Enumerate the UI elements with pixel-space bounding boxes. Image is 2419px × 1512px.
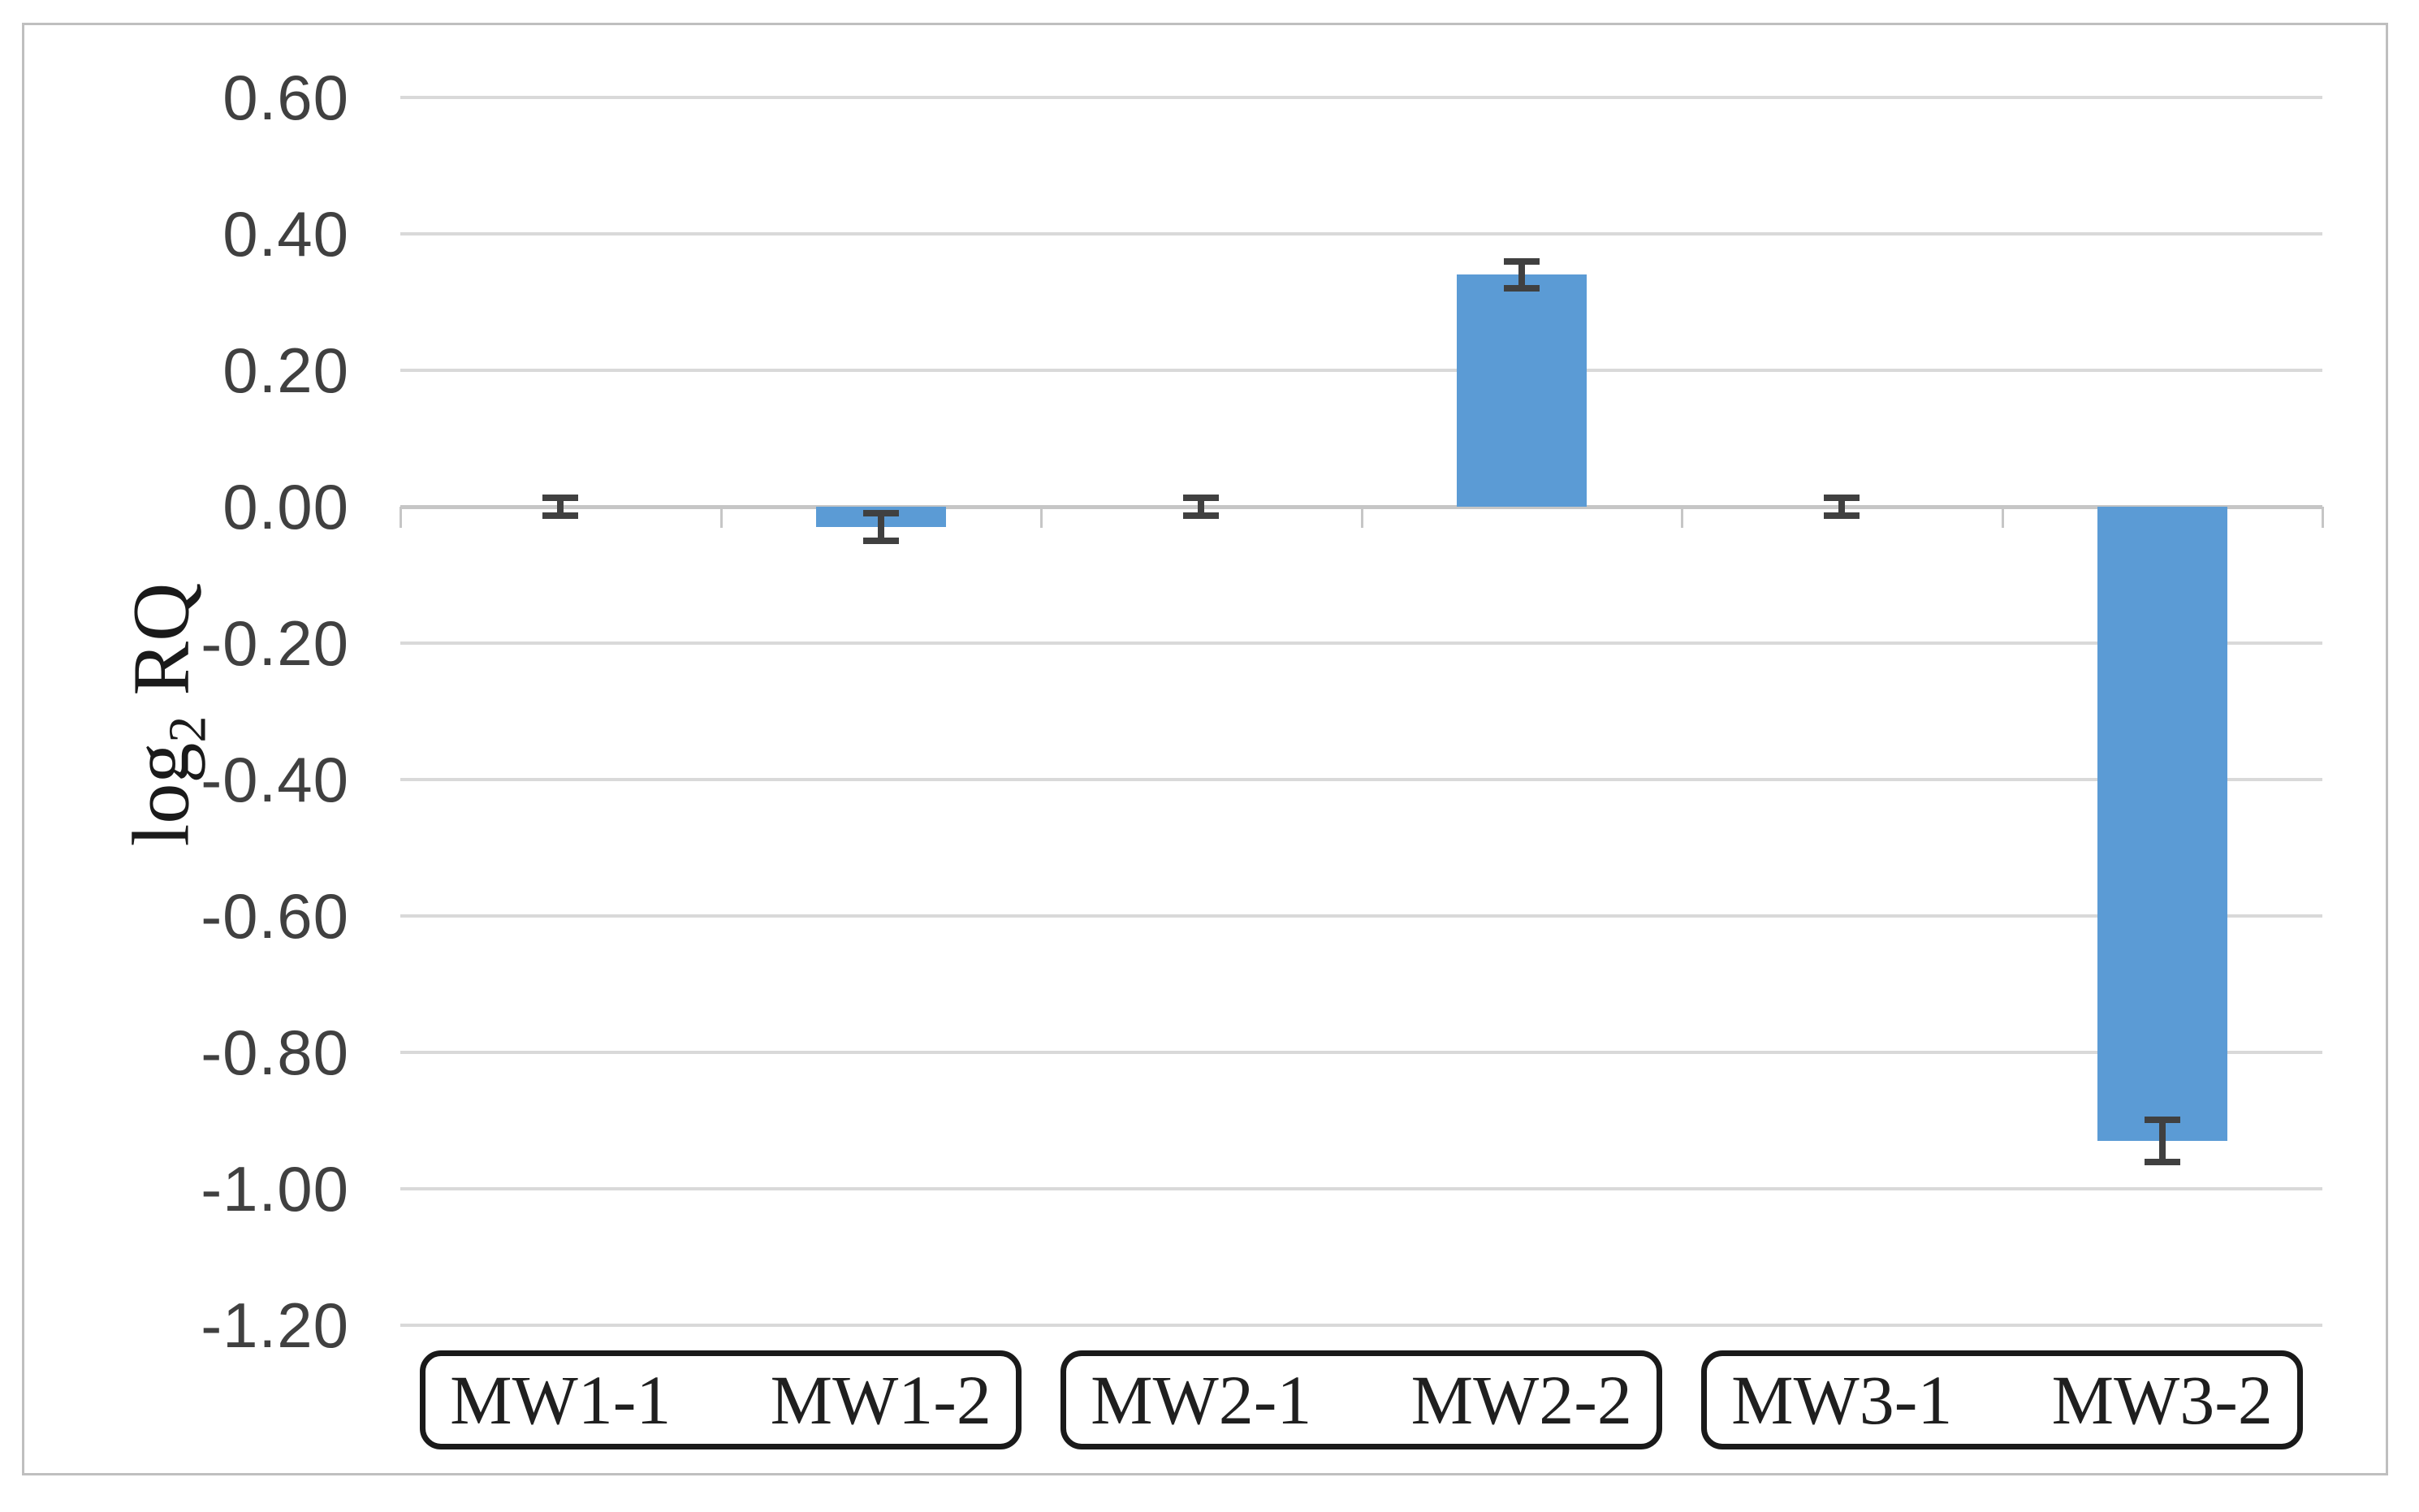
x-axis-tick-2 (1040, 507, 1043, 528)
y-tick-label--1.00: -1.00 (201, 1153, 349, 1225)
error-bar-bottom-cap-MW2-2 (1503, 285, 1540, 292)
gridline-0.60 (400, 96, 2322, 99)
y-axis-title-rest: RQ (115, 582, 206, 716)
error-bar-top-cap-MW3-1 (1824, 495, 1860, 502)
x-axis-tick-6 (2322, 507, 2324, 528)
error-bar-line-MW2-1 (1198, 498, 1205, 516)
x-axis-tick-5 (2001, 507, 2004, 528)
error-bar-line-MW3-2 (2158, 1120, 2166, 1163)
gridline-0.40 (400, 232, 2322, 235)
category-label-MW1-1: MW1-1 (450, 1361, 672, 1439)
gridline--1.00 (400, 1187, 2322, 1190)
error-bar-line-MW2-2 (1518, 261, 1525, 289)
category-group-box-3 (1701, 1350, 2303, 1449)
gridline-0.20 (400, 369, 2322, 372)
gridline--0.20 (400, 642, 2322, 645)
y-axis-title-base: log (115, 742, 206, 847)
y-tick-label-0.60: 0.60 (222, 62, 349, 133)
error-bar-top-cap-MW1-2 (862, 510, 899, 517)
y-tick-label--1.20: -1.20 (201, 1290, 349, 1361)
bar-MW3-2 (2097, 507, 2227, 1142)
x-axis-tick-0 (400, 507, 402, 528)
error-bar-bottom-cap-MW1-2 (862, 538, 899, 544)
y-tick-label-0.00: 0.00 (222, 471, 349, 542)
category-group-box-1 (420, 1350, 1022, 1449)
error-bar-line-MW1-2 (877, 513, 884, 541)
y-axis-title-subscript: 2 (158, 715, 218, 743)
category-label-MW1-2: MW1-2 (770, 1361, 991, 1439)
bar-MW2-2 (1456, 274, 1587, 507)
y-tick-label-0.20: 0.20 (222, 335, 349, 406)
category-label-MW2-2: MW2-2 (1410, 1361, 1632, 1439)
x-axis-tick-4 (1681, 507, 1683, 528)
error-bar-bottom-cap-MW2-1 (1183, 512, 1220, 519)
error-bar-top-cap-MW3-2 (2144, 1117, 2180, 1124)
error-bar-line-MW3-1 (1838, 498, 1846, 516)
x-axis-tick-3 (1360, 507, 1363, 528)
error-bar-line-MW1-1 (557, 498, 564, 516)
error-bar-bottom-cap-MW3-2 (2144, 1159, 2180, 1166)
error-bar-bottom-cap-MW3-1 (1824, 512, 1860, 519)
y-tick-label-0.40: 0.40 (222, 198, 349, 270)
y-tick-label--0.80: -0.80 (201, 1017, 349, 1088)
error-bar-top-cap-MW2-2 (1503, 257, 1540, 265)
figure-border (22, 23, 2388, 1475)
y-tick-label--0.40: -0.40 (201, 744, 349, 815)
y-tick-label--0.60: -0.60 (201, 880, 349, 952)
y-tick-label--0.20: -0.20 (201, 607, 349, 679)
y-axis-title: log2 RQ (114, 583, 219, 847)
category-group-box-2 (1060, 1350, 1662, 1449)
gridline--0.80 (400, 1051, 2322, 1054)
error-bar-bottom-cap-MW1-1 (542, 512, 579, 519)
error-bar-top-cap-MW2-1 (1183, 495, 1220, 502)
gridline--1.20 (400, 1324, 2322, 1327)
error-bar-top-cap-MW1-1 (542, 495, 579, 502)
x-axis-tick-1 (719, 507, 723, 528)
gridline--0.40 (400, 778, 2322, 781)
category-label-MW3-2: MW3-2 (2051, 1361, 2273, 1439)
gridline--0.60 (400, 914, 2322, 918)
category-label-MW2-1: MW2-1 (1091, 1361, 1312, 1439)
category-label-MW3-1: MW3-1 (1731, 1361, 1953, 1439)
